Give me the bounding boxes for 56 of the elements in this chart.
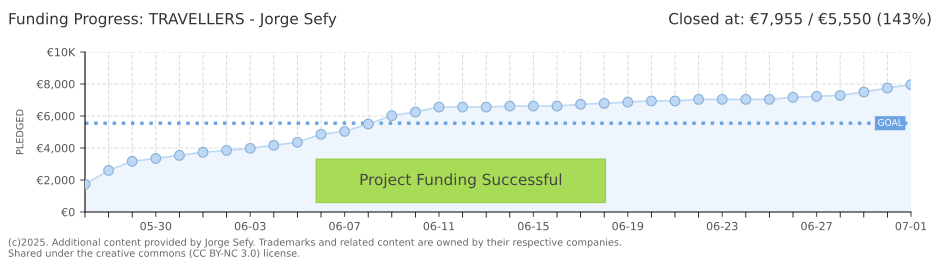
point — [811, 90, 822, 102]
annotation: Project Funding Successful — [360, 173, 562, 188]
point — [740, 94, 752, 105]
text: Shared under the creative commons (CC BY-NC 3.0) license. — [8, 249, 300, 258]
point — [362, 118, 374, 130]
point — [339, 126, 350, 137]
point — [410, 106, 421, 118]
y-tick-label: €10K — [46, 48, 76, 56]
point — [646, 96, 657, 106]
text: (c)2025. Additional content provided by Jorge Sefy. Trademarks and related content are owned by their respective companies. — [8, 238, 622, 248]
point — [126, 156, 138, 167]
point — [882, 82, 893, 94]
y-tick-label: €6,000 — [36, 112, 75, 122]
point — [575, 98, 586, 110]
x-tick-label: 06-27 — [801, 222, 832, 230]
point — [457, 102, 468, 112]
point — [434, 102, 444, 112]
x-tick-label: 06-19 — [612, 222, 644, 230]
point — [788, 92, 798, 103]
point — [244, 142, 256, 154]
point — [150, 152, 162, 164]
point — [622, 96, 634, 108]
point — [528, 100, 539, 112]
point — [386, 110, 398, 122]
point — [268, 140, 280, 151]
point — [103, 164, 114, 176]
text: Closed at: €7,955 / €5,550 (143%) — [669, 12, 931, 26]
point — [858, 86, 870, 98]
x-tick-label: 05-30 — [140, 222, 172, 230]
y-tick-label: €2,000 — [36, 176, 75, 186]
y-tick-label: €0 — [61, 208, 75, 216]
point — [598, 98, 610, 109]
y-tick-label: €4,000 — [36, 144, 75, 154]
point — [552, 100, 562, 112]
point — [316, 128, 326, 140]
point — [504, 100, 516, 112]
x-tick-label: 06-07 — [329, 222, 360, 230]
point — [292, 136, 303, 148]
x-tick-label: 06-11 — [424, 222, 454, 230]
point — [693, 94, 704, 105]
point — [670, 96, 680, 106]
ref-line-label: GOAL — [878, 118, 903, 126]
point — [198, 146, 208, 158]
point — [764, 94, 775, 105]
point — [716, 94, 728, 105]
point — [174, 150, 185, 161]
x-tick-label: 06-15 — [518, 222, 549, 230]
x-tick-label: 07-01 — [896, 222, 926, 230]
point — [480, 102, 492, 112]
x-tick-label: 06-03 — [234, 222, 266, 230]
y-axis-title: PLEDGED — [16, 110, 24, 154]
point — [221, 144, 232, 156]
y-tick-label: €8,000 — [36, 80, 75, 90]
chart-title: Funding Progress: TRAVELLERS - Jorge Sefy — [10, 12, 336, 28]
x-tick-label: 06-23 — [706, 222, 738, 230]
point — [834, 90, 846, 101]
